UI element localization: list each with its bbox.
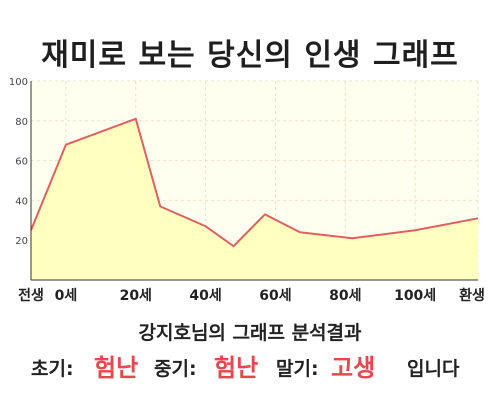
x-tick-label: 80세 bbox=[329, 288, 361, 304]
x-tick-label: 환생 bbox=[459, 287, 485, 304]
x-tick-label: 전생 bbox=[18, 287, 44, 304]
y-tick-label: 20 bbox=[15, 236, 28, 247]
area-fill bbox=[31, 118, 478, 280]
result-suffix: 입니다 bbox=[407, 358, 460, 380]
y-tick-label: 80 bbox=[15, 117, 28, 128]
y-tick-label: 60 bbox=[15, 157, 28, 168]
x-tick-label: 0세 bbox=[55, 288, 78, 304]
y-tick-label: 100 bbox=[9, 77, 28, 88]
result-title: 강지호님의 그래프 분석결과 bbox=[138, 322, 362, 344]
x-tick-label: 60세 bbox=[259, 288, 291, 304]
series-line bbox=[30, 117, 479, 248]
y-tick-labels: 20 40 60 80 100 bbox=[9, 77, 28, 247]
middle-label: 중기: bbox=[154, 358, 197, 380]
late-label: 말기: bbox=[276, 358, 319, 380]
middle-value: 험난 bbox=[214, 354, 259, 382]
y-tick-label: 40 bbox=[15, 196, 28, 207]
early-label: 초기: bbox=[31, 358, 74, 380]
x-tick-label: 20세 bbox=[120, 288, 152, 304]
late-value: 고생 bbox=[331, 354, 376, 382]
early-value: 험난 bbox=[94, 354, 139, 382]
x-tick-labels: 전생 0세 20세 40세 60세 80세 100세 환생 bbox=[18, 287, 485, 304]
x-tick-label: 40세 bbox=[189, 288, 221, 304]
x-tick-label: 100세 bbox=[394, 288, 436, 304]
result-summary: 초기: 험난 중기: 험난 말기: 고생 입니다 bbox=[0, 348, 500, 382]
page-title: 재미로 보는 당신의 인생 그래프 bbox=[41, 38, 459, 73]
